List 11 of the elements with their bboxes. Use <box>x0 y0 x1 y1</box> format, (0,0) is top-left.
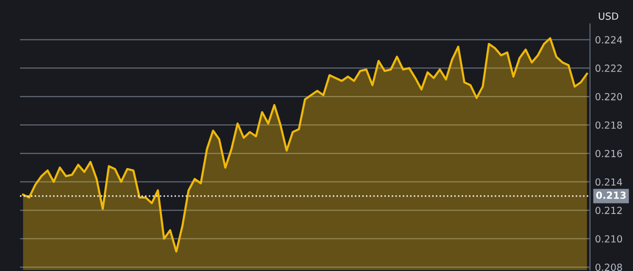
y-axis-title: USD <box>598 12 618 20</box>
y-tick-label: 0.212 <box>596 206 622 214</box>
y-tick-label: 0.216 <box>596 150 622 158</box>
y-tick-label: 0.210 <box>596 235 622 243</box>
y-tick-label: 0.224 <box>596 36 622 44</box>
y-tick-label: 0.222 <box>596 64 622 72</box>
y-tick-label: 0.208 <box>596 264 622 271</box>
y-tick-label: 0.218 <box>596 121 622 129</box>
y-tick-label: 0.220 <box>596 93 622 100</box>
ref-line-label: 0.213 <box>596 192 626 199</box>
y-tick-label: 0.214 <box>596 178 622 186</box>
